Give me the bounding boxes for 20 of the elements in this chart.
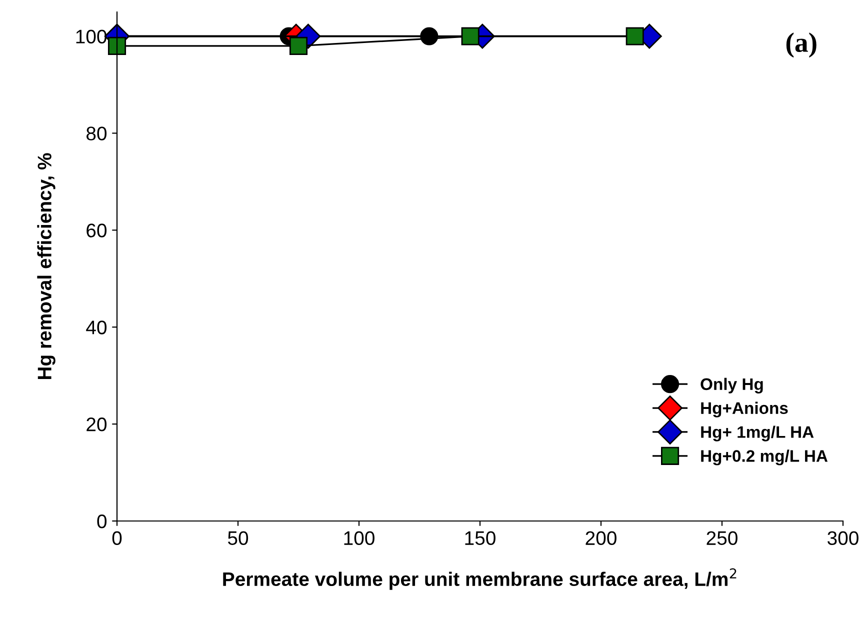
x-tick-label: 300	[828, 531, 858, 546]
y-tick-label: 20	[86, 418, 107, 432]
x-tick-label: 250	[706, 531, 738, 546]
x-tick-label: 150	[465, 531, 496, 546]
x-tick-label: 200	[586, 531, 616, 546]
legend-label: Hg+Anions	[701, 402, 788, 418]
y-tick-label: 100	[76, 30, 107, 44]
x-tick-label: 0	[112, 531, 122, 546]
legend-label: Hg+ 1mg/L HA	[701, 426, 814, 442]
y-tick-label: 0	[97, 514, 107, 528]
x-axis-title: Permeate volume per unit membrane surface area, L/m$^{2}$	[223, 568, 736, 590]
y-tick-label: 40	[86, 320, 107, 334]
y-axis-title: Hg removal efficiency, %	[37, 153, 56, 380]
y-tick-label: 80	[86, 126, 107, 140]
x-tick-label: 100	[344, 531, 374, 546]
x-tick-label: 50	[228, 531, 248, 546]
y-tick-label: 60	[86, 224, 107, 238]
legend-label: Hg+0.2 mg/L HA	[701, 450, 828, 466]
legend-label: Only Hg	[700, 378, 763, 394]
annotation: (a)	[786, 32, 816, 58]
